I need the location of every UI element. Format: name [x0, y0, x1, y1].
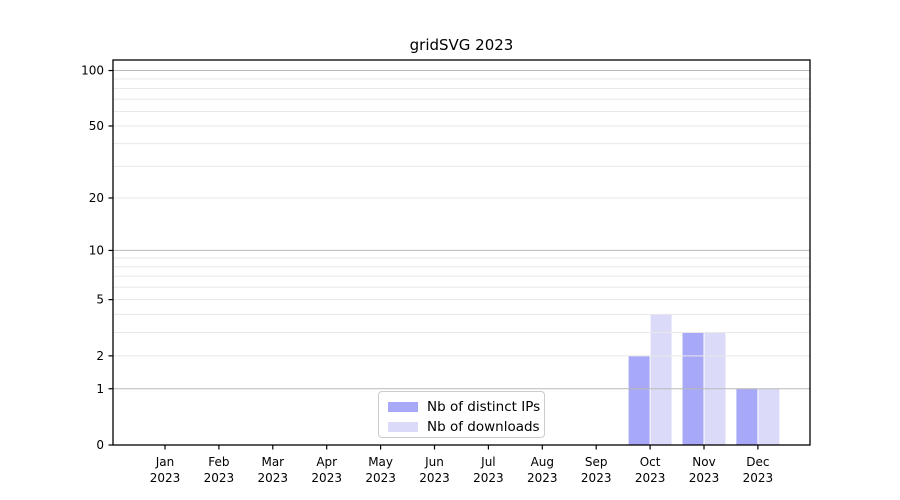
- x-tick-label-month-sep: Sep: [585, 455, 608, 469]
- x-tick-label-month-oct: Oct: [640, 455, 661, 469]
- bar-distinct-ips-dec: [736, 388, 758, 445]
- y-tick-label-2: 2: [96, 349, 104, 363]
- x-tick-label-year-jul: 2023: [473, 471, 504, 485]
- x-tick-label-year-may: 2023: [365, 471, 396, 485]
- x-tick-label-month-aug: Aug: [531, 455, 554, 469]
- chart-title: gridSVG 2023: [409, 36, 514, 54]
- y-tick-label-5: 5: [96, 293, 104, 307]
- y-tick-label-20: 20: [89, 191, 104, 205]
- x-tick-label-year-dec: 2023: [743, 471, 774, 485]
- y-tick-label-0: 0: [96, 438, 104, 452]
- x-tick-label-month-nov: Nov: [692, 455, 715, 469]
- y-tick-label-10: 10: [89, 243, 104, 257]
- bar-downloads-dec: [758, 388, 780, 445]
- x-tick-label-month-apr: Apr: [316, 455, 337, 469]
- x-tick-label-month-jul: Jul: [480, 455, 495, 469]
- x-tick-label-year-feb: 2023: [204, 471, 235, 485]
- legend-label-distinct-ips: Nb of distinct IPs: [427, 399, 541, 415]
- x-tick-label-month-may: May: [368, 455, 393, 469]
- x-tick-label-month-mar: Mar: [261, 455, 284, 469]
- legend: Nb of distinct IPs Nb of downloads: [378, 391, 545, 438]
- x-tick-label-year-mar: 2023: [258, 471, 289, 485]
- plot-frame: [112, 59, 811, 446]
- bar-downloads-oct: [650, 314, 672, 445]
- legend-item-distinct-ips: Nb of distinct IPs: [388, 397, 540, 417]
- x-tick-label-year-nov: 2023: [689, 471, 720, 485]
- x-tick-label-month-feb: Feb: [208, 455, 229, 469]
- x-tick-label-year-jun: 2023: [419, 471, 450, 485]
- x-tick-label-year-oct: 2023: [635, 471, 666, 485]
- x-tick-label-year-apr: 2023: [311, 471, 342, 485]
- x-tick-label-month-jun: Jun: [424, 455, 444, 469]
- y-tick-label-1: 1: [96, 382, 104, 396]
- legend-swatch-downloads: [388, 422, 418, 432]
- legend-item-downloads: Nb of downloads: [388, 417, 540, 437]
- y-tick-label-50: 50: [89, 119, 104, 133]
- x-tick-label-month-jan: Jan: [155, 455, 175, 469]
- x-tick-label-year-aug: 2023: [527, 471, 558, 485]
- bar-distinct-ips-oct: [628, 355, 650, 445]
- x-tick-label-year-sep: 2023: [581, 471, 612, 485]
- y-tick-label-100: 100: [81, 64, 104, 78]
- x-tick-label-year-jan: 2023: [150, 471, 181, 485]
- legend-swatch-distinct-ips: [388, 402, 418, 412]
- legend-label-downloads: Nb of downloads: [427, 419, 540, 435]
- x-tick-label-month-dec: Dec: [746, 455, 769, 469]
